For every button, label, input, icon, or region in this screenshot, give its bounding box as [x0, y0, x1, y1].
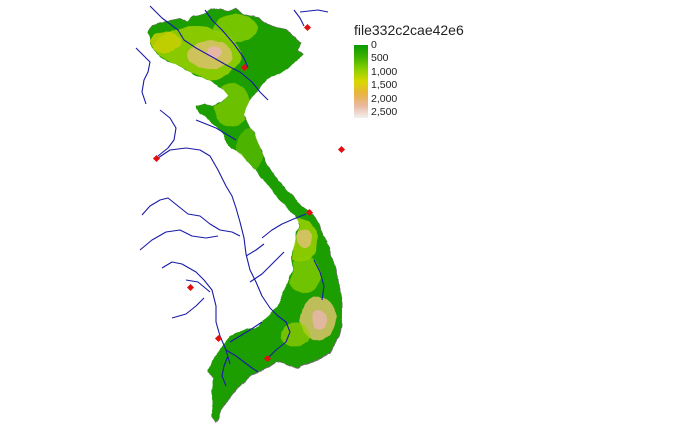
rivers [135, 5, 329, 387]
river [229, 321, 263, 343]
river [171, 297, 205, 319]
river [261, 213, 307, 239]
elevation-legend: file332c2cae42e6 0 500 1,000 1,500 2,000 2,50… [354, 22, 464, 125]
river [204, 9, 249, 69]
city-marker [305, 208, 314, 217]
river [157, 109, 177, 157]
city-marker [186, 283, 195, 292]
cities [152, 23, 346, 363]
river [245, 243, 265, 257]
legend-color-bar [354, 45, 368, 118]
river [149, 5, 269, 101]
city-marker [337, 145, 346, 154]
river [139, 229, 219, 251]
city-marker [240, 63, 249, 72]
city-marker [214, 334, 223, 343]
vietnam-landmass [148, 8, 342, 424]
river [135, 47, 151, 105]
legend-tick-label: 500 [371, 52, 389, 65]
legend-tick-label: 1,000 [371, 65, 398, 78]
legend-tick-label: 0 [371, 39, 377, 51]
legend-tick-label: 2,500 [371, 105, 398, 118]
city-marker [263, 354, 272, 363]
city-marker [152, 154, 161, 163]
river [157, 147, 291, 359]
legend-title: file332c2cae42e6 [354, 22, 464, 38]
river [225, 349, 259, 373]
river [141, 197, 241, 237]
river [195, 119, 237, 141]
river [185, 279, 211, 293]
river [161, 261, 231, 365]
river [249, 251, 285, 283]
river [299, 9, 329, 13]
river [313, 259, 325, 301]
legend-tick-label: 2,000 [371, 92, 398, 105]
legend-ticks: 0 500 1,000 1,500 2,000 2,500 [371, 39, 397, 119]
river [293, 9, 305, 27]
legend-tick-label: 1,500 [371, 79, 398, 92]
city-marker [303, 23, 312, 32]
river [221, 355, 229, 387]
